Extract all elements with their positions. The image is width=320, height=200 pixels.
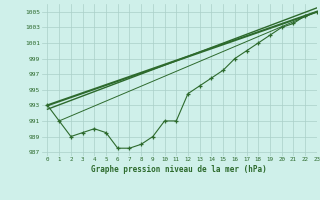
X-axis label: Graphe pression niveau de la mer (hPa): Graphe pression niveau de la mer (hPa)	[91, 165, 267, 174]
